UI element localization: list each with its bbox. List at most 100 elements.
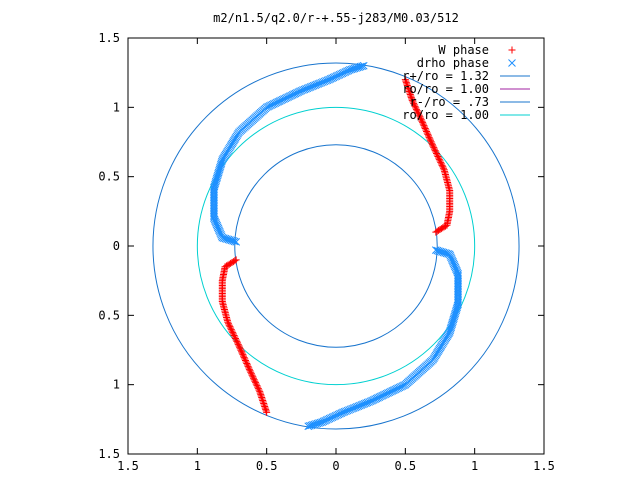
point-0-1-17 <box>254 383 262 391</box>
point-0-1-22 <box>250 376 258 384</box>
point-0-0-57 <box>437 160 445 168</box>
point-0-1-26 <box>247 370 255 378</box>
point-0-1-49 <box>232 336 240 344</box>
point-0-1-41 <box>238 348 246 356</box>
legend-label-1: drho phase <box>417 56 489 70</box>
y-tick-label-5: 1 <box>113 378 120 392</box>
y-tick-label-6: 1.5 <box>98 447 120 461</box>
point-0-0-38 <box>424 132 432 140</box>
point-0-0-23 <box>415 110 423 118</box>
point-0-0-25 <box>416 113 424 121</box>
x-tick-label-6: 1.5 <box>533 459 555 473</box>
point-0-1-39 <box>239 351 247 359</box>
point-1-0-40 <box>210 185 218 194</box>
point-0-1-19 <box>252 380 260 388</box>
point-0-1-44 <box>236 343 244 351</box>
point-0-1-47 <box>234 339 242 347</box>
circle-5 <box>196 106 476 386</box>
point-0-0-24 <box>415 111 423 119</box>
point-0-1-57 <box>227 324 235 332</box>
point-0-0-59 <box>439 163 447 171</box>
point-0-0-31 <box>420 122 428 130</box>
point-0-1-104 <box>232 256 240 264</box>
point-0-0-28 <box>418 117 426 125</box>
point-0-1-51 <box>231 333 239 341</box>
point-0-0-16 <box>410 99 418 107</box>
point-0-0-50 <box>433 150 441 158</box>
point-0-0-47 <box>430 145 438 153</box>
x-tick-label-0: 1.5 <box>117 459 139 473</box>
point-0-0-60 <box>439 164 447 172</box>
point-0-0-54 <box>435 155 443 163</box>
point-0-0-42 <box>427 138 435 146</box>
point-0-1-103 <box>231 257 239 265</box>
point-0-1-24 <box>249 373 257 381</box>
circle-2 <box>152 62 520 430</box>
axis-ticks: 1.5 1 0.5 0 0.5 1 1.51.510.500.511.5 <box>98 31 555 473</box>
point-0-0-48 <box>431 147 439 155</box>
point-0-1-56 <box>227 326 235 334</box>
point-0-1-33 <box>243 359 251 367</box>
point-0-1-23 <box>249 374 257 382</box>
point-1-1-40 <box>454 298 462 307</box>
point-0-0-49 <box>432 148 440 156</box>
x-tick-label-2: 0.5 <box>256 459 278 473</box>
point-0-1-14 <box>256 388 264 396</box>
point-0-0-40 <box>426 135 434 143</box>
point-0-0-51 <box>433 151 441 159</box>
point-0-1-15 <box>255 386 263 394</box>
x-tick-label-1: 1 <box>194 459 201 473</box>
point-0-0-46 <box>430 144 438 152</box>
legend-label-0: W phase <box>438 43 489 57</box>
point-0-1-50 <box>231 334 239 342</box>
point-1-0-167 <box>359 61 368 70</box>
point-0-1-21 <box>251 377 259 385</box>
point-0-0-26 <box>417 114 425 122</box>
reference-circles <box>152 62 520 430</box>
point-0-0-45 <box>429 142 437 150</box>
point-0-1-45 <box>235 342 243 350</box>
point-0-1-53 <box>229 330 237 338</box>
point-0-1-25 <box>248 371 256 379</box>
point-0-1-20 <box>252 379 260 387</box>
point-0-1-59 <box>225 321 233 329</box>
y-tick-label-0: 1.5 <box>98 31 120 45</box>
point-0-1-30 <box>245 364 253 372</box>
point-0-1-18 <box>253 382 261 390</box>
point-0-1-55 <box>228 327 236 335</box>
y-tick-label-1: 1 <box>113 100 120 114</box>
point-0-1-60 <box>225 320 233 328</box>
point-0-0-21 <box>413 107 421 115</box>
legend-marker-1 <box>508 59 516 67</box>
point-0-1-48 <box>233 337 241 345</box>
data-points <box>210 61 462 431</box>
point-0-1-38 <box>240 352 248 360</box>
point-0-1-43 <box>236 345 244 353</box>
point-0-1-35 <box>241 357 249 365</box>
point-0-1-42 <box>237 346 245 354</box>
point-0-1-46 <box>234 340 242 348</box>
legend-label-5: ro/ro = 1.00 <box>402 108 489 122</box>
chart-title: m2/n1.5/q2.0/r-+.55-j283/M0.03/512 <box>213 11 459 25</box>
point-0-1-27 <box>247 368 255 376</box>
legend-marker-0 <box>508 46 516 54</box>
point-0-0-35 <box>423 127 431 135</box>
point-0-1-32 <box>243 361 251 369</box>
y-tick-label-4: 0.5 <box>98 308 120 322</box>
point-0-1-29 <box>245 365 253 373</box>
point-0-0-39 <box>425 133 433 141</box>
point-0-0-52 <box>434 152 442 160</box>
point-0-0-19 <box>412 104 420 112</box>
y-tick-label-2: 0.5 <box>98 170 120 184</box>
point-0-0-29 <box>419 119 427 127</box>
point-0-1-58 <box>226 323 234 331</box>
point-0-1-28 <box>246 367 254 375</box>
point-0-0-56 <box>437 158 445 166</box>
point-0-0-30 <box>419 120 427 128</box>
point-0-0-53 <box>435 154 443 162</box>
point-0-0-44 <box>428 141 436 149</box>
x-tick-label-3: 0 <box>332 459 339 473</box>
point-0-0-36 <box>423 129 431 137</box>
